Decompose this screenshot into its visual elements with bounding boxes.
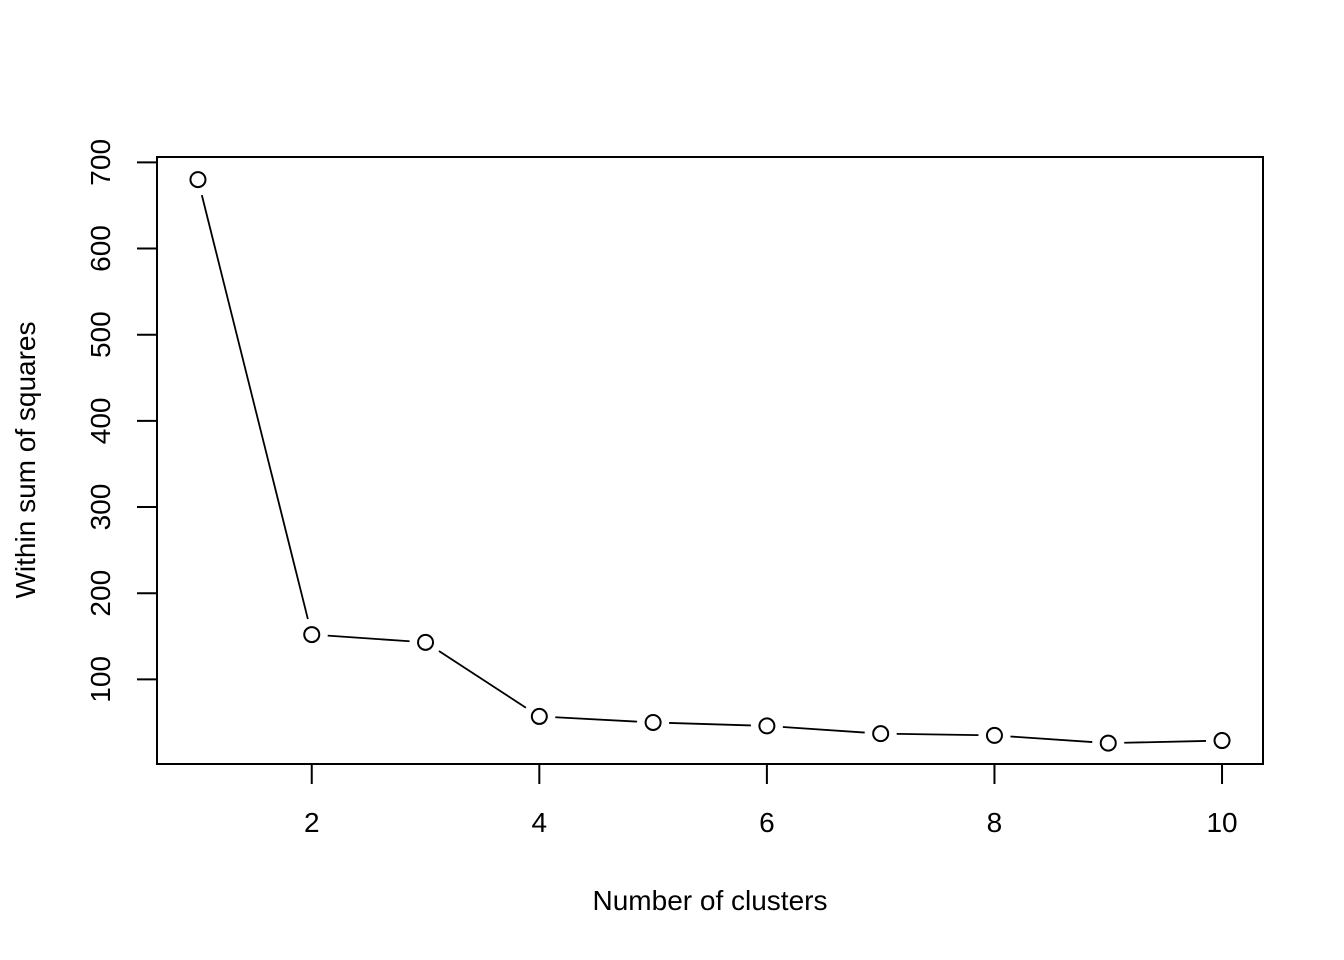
series-line-segment (896, 733, 979, 737)
y-tick-label: 600 (85, 225, 116, 272)
data-point (758, 717, 776, 735)
data-point (985, 726, 1003, 744)
data-point (303, 626, 321, 644)
series-line-segment (1124, 740, 1207, 744)
data-point (417, 633, 435, 651)
y-axis-label: Within sum of squares (10, 322, 41, 599)
data-point (1213, 732, 1231, 750)
y-tick-label: 500 (85, 311, 116, 358)
series-line-segment (327, 634, 410, 643)
x-axis-label: Number of clusters (593, 885, 828, 916)
x-tick-label: 10 (1206, 807, 1237, 838)
x-tick-label: 4 (532, 807, 548, 838)
y-tick-label: 700 (85, 139, 116, 186)
data-point (644, 713, 662, 731)
data-point (530, 707, 548, 725)
y-tick-label: 200 (85, 570, 116, 617)
x-tick-label: 6 (759, 807, 775, 838)
y-tick-label: 100 (85, 656, 116, 703)
series-line-segment (782, 726, 865, 734)
series-line-segment (1010, 735, 1093, 743)
x-tick-label: 2 (304, 807, 320, 838)
chart-marks (189, 171, 1231, 752)
data-point (189, 171, 207, 189)
series-line-segment (200, 194, 309, 620)
plot-frame (156, 156, 1264, 765)
y-tick-label: 400 (85, 398, 116, 445)
series-line-segment (438, 650, 527, 709)
y-tick-label: 300 (85, 484, 116, 531)
x-tick-label: 8 (987, 807, 1003, 838)
data-point (872, 725, 890, 743)
x-axis: 2 4 6 8 10 (304, 764, 1238, 838)
data-point (1099, 734, 1117, 752)
series-line-segment (669, 722, 751, 727)
series-line-segment (555, 716, 638, 723)
y-axis: 100 200 300 400 500 600 700 (85, 139, 157, 703)
